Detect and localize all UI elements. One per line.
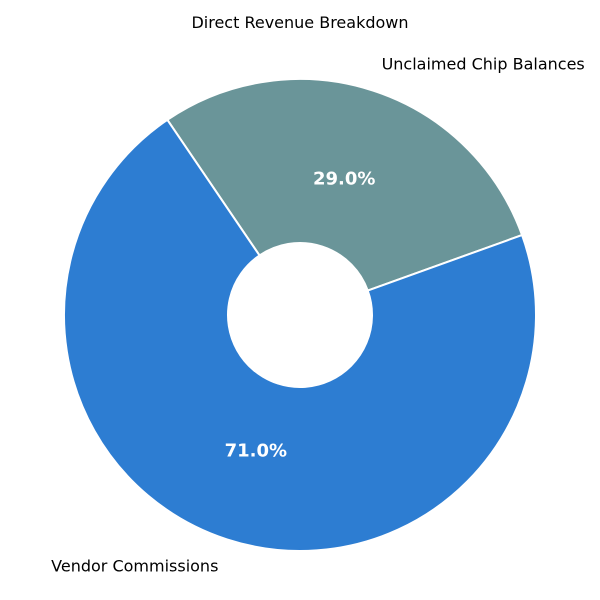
slice-unclaimed-chip-balances — [165, 78, 524, 292]
chart-title: Direct Revenue Breakdown — [191, 13, 408, 32]
slice-vendor-commissions — [63, 118, 537, 552]
percent-label: 71.0% — [225, 441, 287, 462]
percent-label: 29.0% — [313, 168, 375, 189]
slice-label: Vendor Commissions — [51, 557, 218, 576]
labels-group: 29.0% Unclaimed Chip Balances 71.0% Vendor … — [51, 54, 585, 575]
slice-label: Unclaimed Chip Balances — [382, 54, 585, 73]
slices-group — [63, 78, 537, 552]
